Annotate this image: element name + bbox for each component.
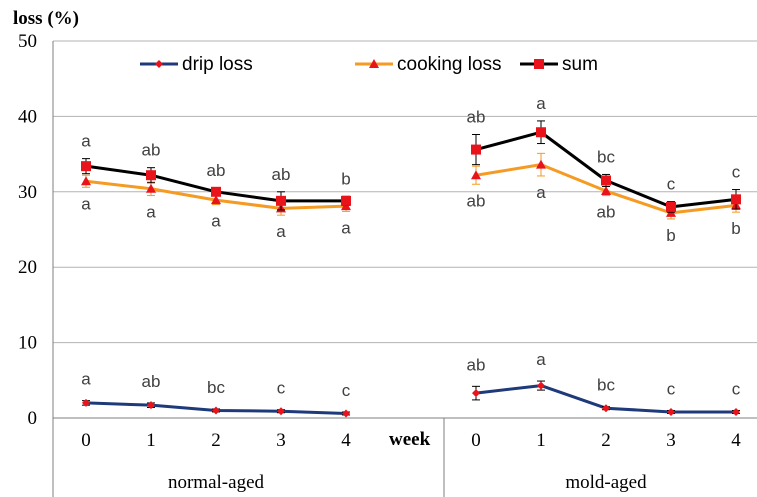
point-drip-loss-mold-1 (537, 381, 545, 390)
letter-drip-mold-0: ab (467, 355, 486, 374)
point-sum-normal-0 (81, 161, 91, 172)
letter-drip-normal-3: c (277, 379, 286, 398)
letter-mid-mold-2: ab (597, 203, 616, 222)
letter-top-normal-0: a (81, 132, 91, 151)
point-sum-normal-3 (276, 195, 286, 206)
axes: 0 10 20 30 40 50 0 1 2 3 4 normal-aged 0 1 2 3 4 mold-age… (18, 31, 757, 497)
letter-drip-mold-2: bc (597, 376, 615, 395)
point-sum-normal-1 (146, 170, 156, 181)
legend-label-sum: sum (562, 54, 598, 75)
y-axis-label: loss (%) (13, 8, 79, 29)
letter-top-mold-4: c (732, 163, 741, 182)
letter-top-mold-3: c (667, 175, 676, 194)
point-drip-loss-normal-2 (212, 406, 220, 415)
x-tick-label-mold-2: 2 (601, 430, 611, 451)
legend-label-drip-loss: drip loss (182, 54, 253, 75)
letter-mid-normal-2: a (211, 212, 221, 231)
point-sum-mold-1 (536, 127, 546, 138)
legend: drip loss cooking loss sum (140, 54, 598, 75)
point-cooking-loss-mold-1 (536, 159, 546, 169)
point-cooking-loss-normal-0 (81, 176, 91, 186)
point-drip-loss-normal-3 (277, 407, 285, 416)
letter-drip-normal-1: ab (142, 372, 161, 391)
letter-mid-mold-3: b (666, 226, 675, 245)
significance-letters: a ab ab ab b a a a a a a ab bc c c ab a bc c c ab a ab b b ab a bc c… (81, 94, 740, 400)
letter-mid-mold-0: ab (467, 191, 486, 210)
x-tick-label-normal-4: 4 (341, 430, 351, 451)
y-tick-label-40: 40 (18, 106, 37, 127)
letter-drip-mold-3: c (667, 379, 676, 398)
point-cooking-loss-mold-2 (601, 186, 611, 196)
letter-drip-normal-4: c (342, 381, 351, 400)
point-drip-loss-mold-3 (667, 407, 675, 416)
point-sum-mold-3 (666, 201, 676, 212)
point-drip-loss-normal-1 (147, 401, 155, 410)
legend-marker-cooking-loss (369, 59, 379, 68)
x-tick-label-mold-3: 3 (666, 430, 676, 451)
y-tick-label-50: 50 (18, 31, 37, 52)
point-sum-normal-4 (341, 195, 351, 206)
group-label-mold: mold-aged (565, 472, 647, 493)
point-drip-loss-mold-2 (602, 404, 610, 413)
point-sum-mold-0 (471, 144, 481, 155)
y-tick-label-10: 10 (18, 333, 37, 354)
letter-drip-mold-1: a (536, 350, 546, 369)
point-sum-mold-2 (601, 175, 611, 186)
point-cooking-loss-normal-2 (211, 195, 221, 205)
group-label-normal: normal-aged (168, 472, 265, 493)
point-drip-loss-normal-4 (342, 409, 350, 418)
legend-label-cooking-loss: cooking loss (397, 54, 502, 75)
point-drip-loss-mold-0 (472, 389, 480, 398)
x-tick-label-mold-0: 0 (471, 430, 481, 451)
x-axis-label: week (389, 429, 431, 450)
point-sum-normal-2 (211, 186, 221, 197)
letter-mid-mold-1: a (536, 183, 546, 202)
letter-top-mold-1: a (536, 94, 546, 113)
letter-top-mold-0: ab (467, 107, 486, 126)
x-tick-label-normal-0: 0 (81, 430, 91, 451)
letter-top-normal-4: b (341, 169, 350, 188)
point-sum-mold-4 (731, 194, 741, 205)
letter-top-normal-3: ab (272, 165, 291, 184)
x-tick-label-normal-3: 3 (276, 430, 286, 451)
letter-mid-mold-4: b (731, 219, 740, 238)
legend-marker-drip-loss (155, 60, 163, 68)
letter-top-normal-1: ab (142, 141, 161, 160)
y-tick-label-30: 30 (18, 182, 37, 203)
letter-drip-mold-4: c (732, 379, 741, 398)
point-drip-loss-normal-0 (82, 398, 90, 407)
x-tick-label-normal-2: 2 (211, 430, 221, 451)
letter-top-normal-2: ab (207, 161, 226, 180)
point-cooking-loss-normal-1 (146, 183, 156, 193)
series-lines (81, 120, 741, 418)
x-tick-label-mold-1: 1 (536, 430, 546, 451)
point-drip-loss-mold-4 (732, 407, 740, 416)
point-cooking-loss-mold-0 (471, 170, 481, 180)
grid-lines (53, 40, 757, 419)
legend-marker-sum (534, 59, 544, 69)
letter-mid-normal-0: a (81, 194, 91, 213)
x-tick-label-mold-4: 4 (731, 430, 741, 451)
letter-top-mold-2: bc (597, 147, 615, 166)
letter-mid-normal-1: a (146, 203, 156, 222)
y-tick-label-0: 0 (28, 408, 38, 429)
letter-mid-normal-3: a (276, 222, 286, 241)
y-tick-label-20: 20 (18, 257, 37, 278)
x-tick-label-normal-1: 1 (146, 430, 156, 451)
letter-drip-normal-0: a (81, 370, 91, 389)
letter-drip-normal-2: bc (207, 378, 225, 397)
letter-mid-normal-4: a (341, 218, 351, 237)
